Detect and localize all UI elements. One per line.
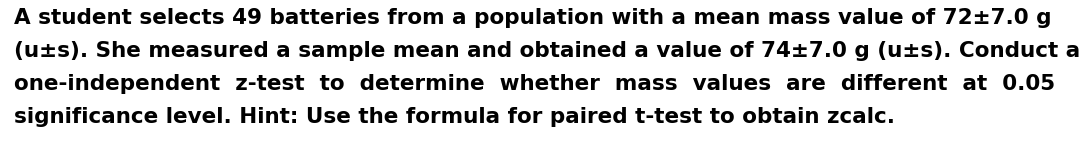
Text: (u±s). She measured a sample mean and obtained a value of 74±7.0 g (u±s). Conduc: (u±s). She measured a sample mean and ob… <box>14 41 1080 61</box>
Text: significance level. Hint: Use the formula for paired t-test to obtain zcalc.: significance level. Hint: Use the formul… <box>14 107 895 127</box>
Text: one-independent  z-test  to  determine  whether  mass  values  are  different  a: one-independent z-test to determine whet… <box>14 74 1055 94</box>
Text: A student selects 49 batteries from a population with a mean mass value of 72±7.: A student selects 49 batteries from a po… <box>14 8 1051 28</box>
